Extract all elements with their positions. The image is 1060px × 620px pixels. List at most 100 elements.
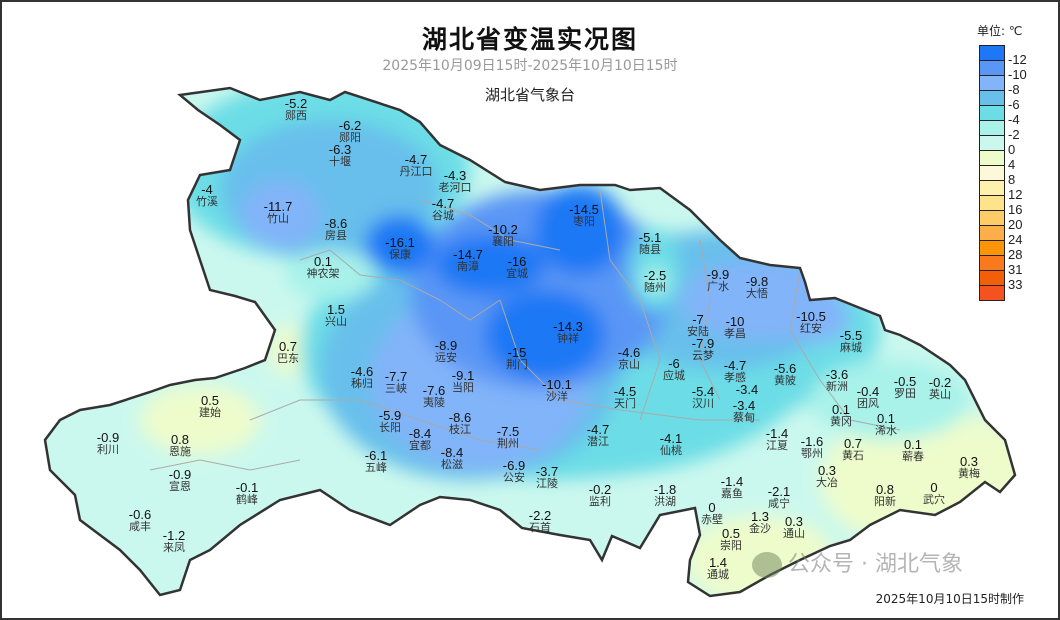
station-label: -8.4 松滋 xyxy=(441,446,463,471)
legend-label: 16 xyxy=(1008,202,1023,217)
station-name: 潜江 xyxy=(587,435,609,448)
station-value: -14.3 xyxy=(553,319,583,334)
legend-swatch xyxy=(979,286,1005,301)
station-value: 0.8 xyxy=(170,432,190,447)
station-value: -10.5 xyxy=(796,309,826,324)
station-name: 赤壁 xyxy=(701,513,723,526)
station-name: 黄陂 xyxy=(774,374,796,387)
station-name: 团风 xyxy=(857,397,879,410)
station-name: 云梦 xyxy=(692,349,714,362)
legend-label: 28 xyxy=(1008,247,1023,262)
station-label: 0.3 通山 xyxy=(783,515,805,540)
station-label: -4.5 天门 xyxy=(613,384,637,410)
station-label: -4.7 丹江口 xyxy=(400,153,433,178)
station-label: 0.8 恩施 xyxy=(169,432,191,458)
station-value: -0.5 xyxy=(893,374,917,389)
station-label: -0.1 鹤峰 xyxy=(235,480,259,506)
station-label: -5.6 黄陂 xyxy=(773,361,797,387)
station-label: -4.6 秭归 xyxy=(351,365,373,390)
station-value: -0.2 xyxy=(588,482,612,497)
legend-label: 31 xyxy=(1008,262,1023,277)
contour-band xyxy=(780,293,850,343)
legend-swatch: -8 xyxy=(979,76,1020,97)
station-value: -9.9 xyxy=(706,267,730,282)
station-value: -5.6 xyxy=(773,361,797,376)
station-label: -15 荆门 xyxy=(506,346,528,371)
legend-swatch: -6 xyxy=(979,91,1020,112)
station-label: -6.2 郧阳 xyxy=(339,119,361,144)
station-value: -6.9 xyxy=(502,458,526,473)
station-value: -2.2 xyxy=(528,508,552,523)
station-value: -4.5 xyxy=(613,384,637,399)
station-name: 保康 xyxy=(388,248,411,261)
legend-label: 0 xyxy=(1008,142,1016,157)
station-label: -14.7 南漳 xyxy=(453,248,483,273)
station-label: 1.4 通城 xyxy=(707,555,729,581)
station-label: -8.6 房县 xyxy=(325,217,347,242)
legend-label: 8 xyxy=(1008,172,1016,187)
station-name: 罗田 xyxy=(894,387,916,400)
station-name: 仙桃 xyxy=(660,444,682,457)
station-name: 安陆 xyxy=(687,325,709,338)
station-name: 阳新 xyxy=(874,495,896,508)
station-label: -1.4 江夏 xyxy=(766,427,788,452)
station-name: 枝江 xyxy=(449,423,471,436)
contour-band xyxy=(435,235,545,295)
station-label: -8.9 远安 xyxy=(435,339,457,364)
station-label: -1.8 洪湖 xyxy=(654,483,676,508)
station-value: -10.2 xyxy=(488,222,518,237)
station-label: -7 安陆 xyxy=(687,313,709,338)
legend-swatch: 0 xyxy=(979,136,1015,157)
station-label: 0 赤壁 xyxy=(701,501,723,526)
legend-swatch: 8 xyxy=(979,166,1015,187)
county-border xyxy=(149,459,301,471)
station-label: -0.5 罗田 xyxy=(893,374,917,400)
station-label: 0.1 浠水 xyxy=(875,412,897,437)
station-label: -1.6 鄂州 xyxy=(801,435,823,460)
contour-band xyxy=(268,325,312,375)
legend-swatch: 24 xyxy=(979,226,1022,247)
station-name: 荆州 xyxy=(497,437,519,450)
station-name: 江夏 xyxy=(766,439,788,452)
station-value: -3.7 xyxy=(535,464,559,479)
station-name: 宜城 xyxy=(506,267,528,280)
station-name: 金沙 xyxy=(749,522,771,535)
station-value: -0.1 xyxy=(235,480,259,495)
legend-label: -12 xyxy=(1008,52,1027,67)
legend-swatch: -10 xyxy=(979,61,1027,82)
station-value: 0 xyxy=(930,480,938,495)
station-value: -0.9 xyxy=(96,430,120,445)
legend-swatch: 16 xyxy=(979,196,1022,217)
station-value: 1.5 xyxy=(326,302,346,317)
station-label: 0.5 建始 xyxy=(199,394,221,419)
station-name: 孝感 xyxy=(724,371,746,384)
station-name: 英山 xyxy=(929,388,951,401)
station-name: 郧阳 xyxy=(339,131,361,144)
station-value: 1.4 xyxy=(708,555,728,570)
station-value: -0.2 xyxy=(928,375,952,390)
station-value: -4.1 xyxy=(659,431,683,446)
station-name: 来凤 xyxy=(163,541,185,554)
station-name: 应城 xyxy=(663,369,685,382)
station-name: 洪湖 xyxy=(654,495,676,508)
county-border xyxy=(789,269,901,431)
station-label: 0.1 蕲春 xyxy=(902,438,924,463)
legend-label: -10 xyxy=(1008,67,1027,82)
station-value: -5.2 xyxy=(284,96,308,111)
station-label: -0.6 咸丰 xyxy=(129,508,151,533)
station-name: 远安 xyxy=(435,351,457,364)
station-label: 0.7 巴东 xyxy=(277,340,299,365)
station-label: -4 竹溪 xyxy=(196,183,218,208)
station-name: 监利 xyxy=(589,495,611,508)
station-name: 荆门 xyxy=(506,358,528,371)
legend-label: -4 xyxy=(1008,112,1020,127)
station-label: 0.1 黄冈 xyxy=(830,403,852,428)
station-name: 蕲春 xyxy=(902,450,924,463)
station-value: -6 xyxy=(668,356,680,371)
station-name: 老河口 xyxy=(438,181,472,194)
station-value: -16.1 xyxy=(385,235,415,250)
station-value: -1.2 xyxy=(162,528,186,543)
station-name: 松滋 xyxy=(441,458,463,471)
